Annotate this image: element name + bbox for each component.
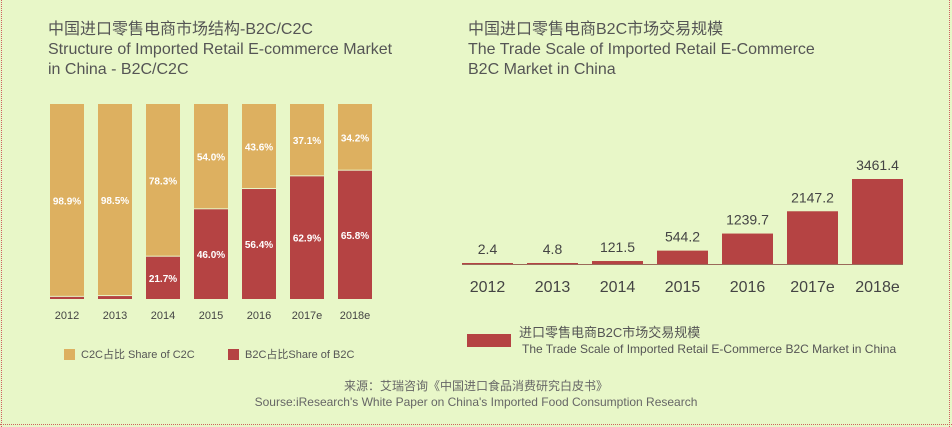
c2c-bar <box>290 104 324 176</box>
border-right <box>949 0 950 427</box>
value-label: 4.8 <box>543 241 563 257</box>
legend-scale-zh: 进口零售电商B2C市场交易规模 <box>519 325 701 340</box>
value-label: 2.4 <box>478 241 498 257</box>
c2c-bar <box>98 104 132 296</box>
b2c-bar <box>50 296 84 299</box>
title-en-2: B2C Market in China <box>468 61 616 78</box>
x-tick-label: 2014 <box>600 279 636 296</box>
scale-bar <box>722 233 773 264</box>
c2c-bar <box>146 104 180 256</box>
value-label: 1239.7 <box>726 212 769 228</box>
x-tick-label: 2018e <box>855 279 900 296</box>
source-zh: 来源：艾瑞咨询《中国进口食品消费研究白皮书》 <box>343 379 608 393</box>
legend-c2c: C2C占比 Share of C2C <box>64 346 195 362</box>
c2c-label: 54.0% <box>197 153 225 164</box>
x-tick-label: 2017e <box>790 279 835 296</box>
b2c-bar <box>242 189 276 299</box>
legend-label: B2C占比Share of B2C <box>245 349 355 361</box>
scale-bar <box>787 211 838 264</box>
x-tick-label: 2015 <box>665 279 701 296</box>
right-chart-title: 中国进口零售电商B2C市场交易规模 The Trade Scale of Imp… <box>468 20 815 80</box>
x-tick-label: 2012 <box>470 279 506 296</box>
b2c-label: 21.7% <box>149 274 177 285</box>
b2c-bar <box>338 170 372 299</box>
legend-swatch-c2c <box>64 348 75 360</box>
x-tick-label: 2017e <box>292 310 323 322</box>
value-label: 3461.4 <box>856 157 899 173</box>
scale-bar <box>462 263 513 264</box>
c2c-bar <box>50 104 84 296</box>
x-tick-label: 2015 <box>199 310 223 322</box>
b2c-bar <box>290 176 324 299</box>
b2c-label: 65.8% <box>341 231 369 242</box>
c2c-bar <box>242 104 276 189</box>
b2c-bar <box>98 296 132 299</box>
value-label: 544.2 <box>665 229 700 245</box>
b2c-label: 56.4% <box>245 240 273 251</box>
legend-b2c: B2C占比Share of B2C <box>228 346 354 362</box>
source-en: Sourse:iResearch's White Paper on China'… <box>254 395 698 409</box>
x-tick-label: 2016 <box>730 279 766 296</box>
legend-swatch-scale <box>467 334 511 347</box>
c2c-bar <box>194 104 228 209</box>
x-tick-label: 2013 <box>103 310 127 322</box>
b2c-bar <box>194 209 228 299</box>
scale-bar <box>852 179 903 264</box>
c2c-label: 43.6% <box>245 143 273 154</box>
c2c-label: 98.9% <box>53 196 81 207</box>
c2c-label: 98.5% <box>101 196 129 207</box>
c2c-label: 78.3% <box>149 176 177 187</box>
value-label: 2147.2 <box>791 189 834 205</box>
border-left <box>1 0 2 427</box>
b2c-label: 46.0% <box>197 250 225 261</box>
c2c-bar <box>338 104 372 170</box>
value-label: 121.5 <box>600 239 635 255</box>
c2c-label: 34.2% <box>341 133 369 144</box>
x-tick-label: 2018e <box>340 310 371 322</box>
scale-bar <box>527 263 578 264</box>
x-tick-label: 2012 <box>55 310 79 322</box>
x-tick-label: 2016 <box>247 310 271 322</box>
b2c-label: 62.9% <box>293 234 321 245</box>
b2c-bar <box>146 256 180 299</box>
title-zh: 中国进口零售电商B2C市场交易规模 <box>468 21 724 38</box>
x-tick-label: 2014 <box>151 310 175 322</box>
title-en-1: The Trade Scale of Imported Retail E-Com… <box>468 41 815 58</box>
scale-bar <box>592 261 643 264</box>
title-en-2: in China - B2C/C2C <box>48 61 189 78</box>
border-bottom <box>0 424 952 425</box>
x-tick-label: 2013 <box>535 279 571 296</box>
legend-swatch-b2c <box>228 348 239 360</box>
title-zh: 中国进口零售电商市场结构-B2C/C2C <box>48 21 313 38</box>
legend-label: C2C占比 Share of C2C <box>81 349 195 361</box>
title-en-1: Structure of Imported Retail E-commerce … <box>48 41 393 58</box>
c2c-label: 37.1% <box>293 136 321 147</box>
legend-scale-en: The Trade Scale of Imported Retail E-Com… <box>522 342 897 356</box>
scale-bar <box>657 250 708 264</box>
left-chart-title: 中国进口零售电商市场结构-B2C/C2C Structure of Import… <box>48 20 392 80</box>
